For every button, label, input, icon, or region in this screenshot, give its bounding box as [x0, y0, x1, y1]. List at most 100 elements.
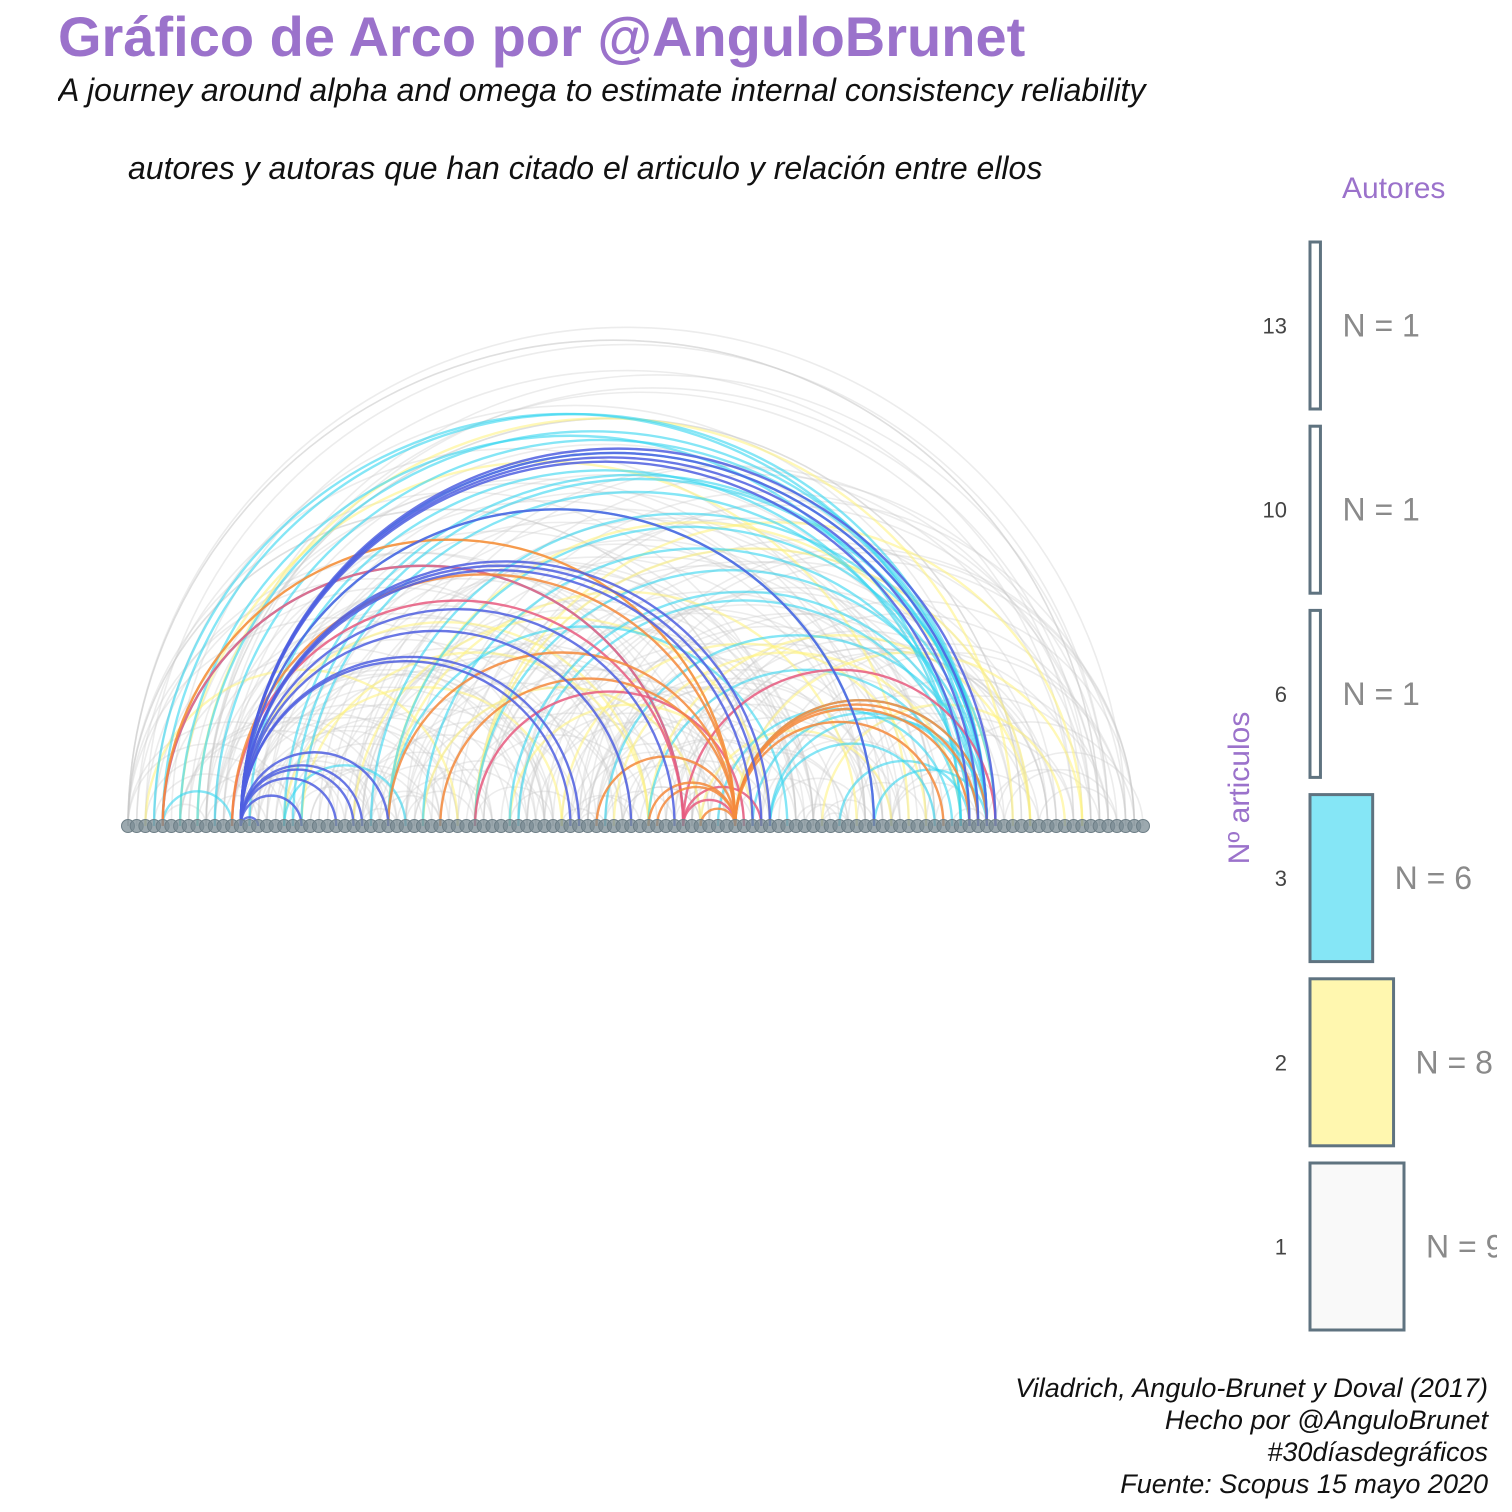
- gray-arc: [283, 742, 450, 827]
- caption-line-1: Viladrich, Angulo-Brunet y Doval (2017): [1015, 1373, 1488, 1403]
- gray-arc: [213, 638, 589, 827]
- gray-arc: [378, 794, 442, 827]
- colored-arcs-layer: [144, 413, 1084, 827]
- gray-arc: [586, 669, 901, 827]
- arc-2-articles: [647, 634, 1032, 827]
- gray-arc: [517, 561, 1049, 827]
- gray-arc: [465, 734, 650, 827]
- arc-13-articles: [239, 569, 754, 827]
- gray-arc: [127, 491, 797, 827]
- legend-count-label: N = 1: [1342, 308, 1419, 344]
- gray-arc: [586, 686, 867, 827]
- arc-6-articles: [161, 564, 685, 827]
- gray-arc: [734, 777, 832, 827]
- author-node: [1136, 819, 1150, 833]
- legend-bar: [1308, 977, 1396, 1148]
- gray-arc: [187, 613, 615, 827]
- arc-10-articles: [161, 538, 737, 827]
- gray-arc: [604, 613, 1032, 827]
- gray-arc: [205, 391, 1075, 827]
- nodes-layer: [121, 819, 1150, 833]
- legend-bar: [1308, 1161, 1406, 1332]
- arc-3-articles: [282, 473, 989, 827]
- gray-arc: [127, 721, 338, 827]
- gray-arc: [673, 639, 1049, 827]
- gray-arc: [821, 799, 875, 827]
- gray-arcs-layer: [127, 326, 1144, 827]
- legend-tick-label: 1: [1275, 1235, 1287, 1260]
- arc-3-articles: [178, 435, 963, 827]
- legend-bar: [1308, 240, 1322, 411]
- gray-arc: [708, 651, 1058, 827]
- legend-tick-label: 6: [1275, 682, 1287, 707]
- arc-10-articles: [595, 755, 737, 827]
- arc-3-articles: [473, 569, 989, 827]
- gray-arc: [569, 795, 632, 827]
- gray-arc: [769, 695, 1032, 827]
- gray-arc: [855, 716, 1075, 827]
- gray-arc: [248, 686, 528, 827]
- arc-2-articles: [612, 651, 963, 827]
- gray-arc: [352, 734, 537, 827]
- legend-tick-label: 3: [1275, 866, 1287, 891]
- gray-arc: [595, 716, 815, 827]
- arc-3-articles: [213, 438, 989, 827]
- gray-arc: [482, 613, 910, 827]
- arc-3-articles: [647, 669, 963, 827]
- arc-2-articles: [421, 686, 702, 827]
- gray-arc: [439, 517, 1058, 827]
- gray-arc: [127, 742, 294, 827]
- arc-13-articles: [239, 508, 876, 827]
- arc-2-articles: [144, 668, 459, 827]
- plot-subtitle: autores y autoras que han citado el arti…: [128, 150, 1043, 186]
- chart-title: Gráfico de Arco por @AnguloBrunet: [58, 5, 1026, 68]
- gray-arc: [474, 500, 1127, 827]
- arc-2-articles: [352, 616, 772, 827]
- legend-count-label: N = 1: [1342, 676, 1419, 712]
- legend-title: Autores: [1342, 172, 1446, 205]
- gray-arc: [604, 790, 676, 827]
- gray-arc: [404, 664, 728, 827]
- arc-13-articles: [239, 607, 676, 827]
- caption-line-4: Fuente: Scopus 15 mayo 2020: [1120, 1469, 1488, 1499]
- caption: Viladrich, Angulo-Brunet y Doval (2017) …: [1015, 1372, 1488, 1500]
- gray-arc: [569, 742, 737, 827]
- arc-13-articles: [239, 751, 390, 827]
- arc-10-articles: [439, 677, 737, 827]
- gray-arc: [205, 795, 268, 827]
- gray-arc: [144, 343, 1110, 827]
- arc-3-articles: [282, 764, 407, 827]
- legend-tick-label: 13: [1263, 314, 1287, 339]
- gray-arc: [404, 790, 476, 827]
- gray-arc: [213, 617, 632, 827]
- gray-arc: [370, 790, 442, 827]
- gray-arc: [326, 556, 867, 827]
- gray-arc: [994, 751, 1144, 827]
- gray-arc: [769, 777, 867, 827]
- legend-tick-label: 2: [1275, 1050, 1287, 1075]
- gray-arc: [205, 604, 650, 827]
- chart-subtitle: A journey around alpha and omega to esti…: [58, 72, 1146, 108]
- gray-arc: [248, 673, 554, 827]
- legend-layer: 13 N = 1 10 N = 1 6 N = 1 3 N = 6 2 N = 8 1 N = 9: [1263, 240, 1497, 1332]
- arc-2-articles: [387, 590, 858, 827]
- gray-arc: [222, 764, 346, 827]
- arc-3-articles: [248, 469, 963, 827]
- arc-2-articles: [734, 652, 1084, 827]
- gray-arc: [543, 591, 1014, 827]
- gray-arc: [803, 803, 849, 827]
- gray-arc: [630, 738, 806, 827]
- arc-13-articles: [239, 794, 303, 827]
- arc-13-articles: [239, 660, 572, 827]
- gray-arc: [127, 326, 1127, 827]
- arc-10-articles: [734, 721, 945, 827]
- arc-10-articles: [387, 651, 737, 827]
- arc-3-articles: [369, 513, 997, 827]
- gray-arc: [621, 786, 702, 827]
- caption-line-2: Hecho por @AnguloBrunet: [1164, 1405, 1488, 1435]
- gray-arc: [344, 643, 711, 827]
- gray-arc: [179, 721, 390, 827]
- gray-arc: [413, 768, 528, 827]
- gray-arc: [413, 760, 546, 827]
